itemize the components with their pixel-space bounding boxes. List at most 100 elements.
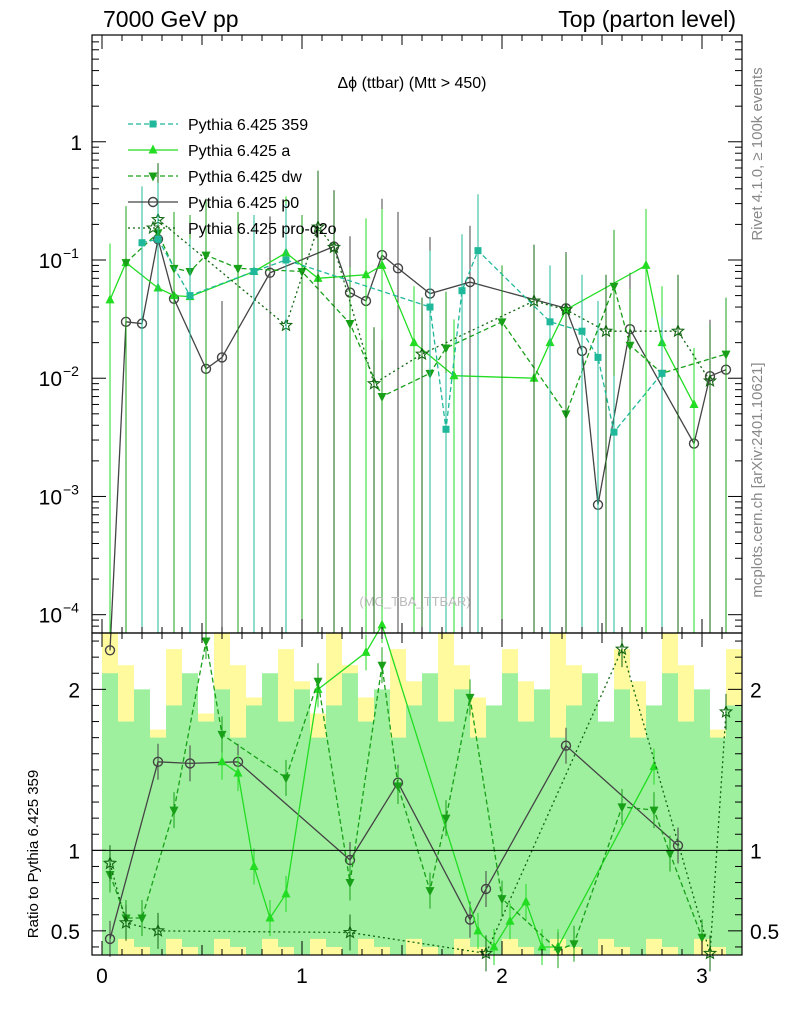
ratio-point — [697, 933, 707, 943]
ratio-point — [313, 677, 323, 687]
data-point — [201, 251, 211, 261]
ratio-series-line — [109, 647, 727, 955]
data-point — [526, 293, 542, 308]
legend-label: Pythia 6.425 pro-q2o — [188, 221, 337, 238]
data-point — [464, 276, 476, 288]
data-point — [598, 323, 614, 338]
ratio-point — [342, 924, 358, 939]
ratio-point — [480, 883, 492, 895]
ratio-point — [361, 646, 371, 656]
data-point — [594, 353, 602, 361]
mcplots-label: mcplots.cern.ch [arXiv:2401.10621] — [749, 362, 766, 597]
ratio-point — [265, 912, 275, 922]
y-tick-exponent: −3 — [63, 481, 79, 497]
ratio-y-tick-label-right: 1 — [750, 840, 762, 863]
data-point — [366, 376, 382, 390]
data-point — [104, 645, 116, 656]
ratio-band-green — [534, 689, 550, 955]
ratio-band-green — [422, 673, 438, 947]
data-point — [264, 267, 276, 278]
ratio-band-green — [134, 689, 150, 947]
ratio-band-green — [102, 673, 118, 955]
data-point — [670, 323, 686, 338]
series-line — [125, 231, 727, 416]
ratio-band-green — [518, 721, 534, 947]
series-line — [109, 252, 695, 405]
data-point — [641, 259, 651, 269]
data-point — [392, 263, 404, 274]
ratio-point — [150, 923, 166, 937]
data-point — [138, 239, 146, 247]
ratio-band-green — [374, 689, 390, 947]
legend-marker — [148, 172, 158, 182]
data-point — [361, 269, 371, 279]
legend-marker — [148, 144, 158, 154]
ratio-band-green — [118, 721, 134, 939]
ratio-point — [617, 803, 627, 813]
data-point — [558, 302, 574, 316]
ratio-band-green — [406, 705, 422, 939]
series-layer — [102, 163, 734, 972]
ratio-y-tick-label: 0.5 — [51, 921, 80, 944]
y-tick-exponent: −2 — [63, 363, 79, 379]
data-point — [186, 292, 194, 300]
data-point — [250, 267, 258, 275]
data-point — [625, 341, 635, 351]
ratio-band-green — [262, 673, 278, 939]
x-tick-label: 1 — [296, 965, 308, 988]
header-left-label: 7000 GeV pp — [103, 6, 239, 32]
data-point — [409, 337, 419, 347]
rivet-label: Rivet 4.1.0, ≥ 100k events — [749, 67, 766, 240]
data-point — [578, 327, 586, 335]
ratio-y-tick-label-right: 2 — [750, 679, 762, 702]
data-point — [721, 350, 731, 360]
ratio-band-green — [486, 705, 502, 955]
y-tick-label: 1 — [70, 132, 82, 155]
ratio-point — [553, 946, 563, 956]
ratio-band-green — [358, 721, 374, 939]
ratio-point — [614, 641, 630, 656]
data-point — [474, 247, 482, 255]
y-tick-label: 10 — [39, 486, 62, 509]
data-point — [449, 370, 459, 380]
ratio-point — [702, 945, 718, 960]
ratio-band-green — [182, 673, 198, 947]
data-point — [497, 318, 507, 328]
y-tick-label: 10 — [39, 250, 62, 273]
ratio-point — [345, 879, 355, 889]
ratio-band-green — [246, 705, 262, 955]
data-point — [426, 303, 434, 311]
ratio-band-green — [598, 721, 614, 939]
ratio-band-green — [390, 737, 406, 955]
ratio-band-green — [502, 673, 518, 939]
ratio-point — [344, 854, 356, 866]
series-line — [157, 218, 711, 385]
ratio-point — [104, 933, 116, 945]
ratio-series-line — [109, 744, 679, 940]
ratio-y-tick-label-right: 0.5 — [750, 921, 779, 944]
legend-marker — [147, 196, 159, 208]
data-point — [297, 267, 307, 277]
legend-label: Pythia 6.425 359 — [188, 117, 308, 134]
data-point — [658, 369, 666, 377]
ratio-y-axis-label: Ratio to Pythia 6.425 359 — [25, 770, 42, 938]
ratio-bands — [102, 633, 742, 955]
ratio-point — [377, 661, 387, 671]
ratio-point — [137, 914, 147, 924]
ratio-point — [473, 925, 483, 935]
x-tick-label: 2 — [496, 965, 508, 988]
ratio-band-green — [630, 737, 646, 955]
ratio-band-green — [438, 721, 454, 955]
ratio-band-green — [582, 673, 598, 955]
y-tick-exponent: −1 — [63, 245, 79, 261]
ratio-band-green — [454, 689, 470, 939]
data-point — [414, 346, 430, 361]
data-point — [216, 352, 228, 363]
data-point — [689, 398, 699, 408]
data-point — [345, 320, 355, 330]
x-tick-label: 0 — [96, 965, 108, 988]
ratio-point — [249, 860, 259, 870]
data-point — [609, 282, 619, 292]
